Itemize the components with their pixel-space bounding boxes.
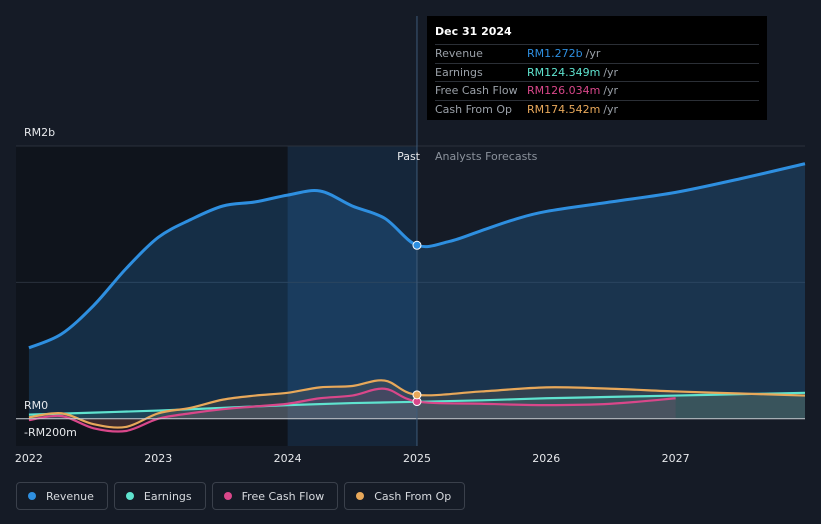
tooltip-markers xyxy=(412,240,422,407)
tooltip-row: Revenue RM1.272b/yr xyxy=(435,44,759,63)
tooltip-row: Earnings RM124.349m/yr xyxy=(435,62,759,82)
tooltip-row: Free Cash Flow RM126.034m/yr xyxy=(435,81,759,100)
tooltip-row-value: RM174.542m xyxy=(527,102,601,116)
tooltip-row-unit: /yr xyxy=(603,65,619,79)
legend-item-label: Cash From Op xyxy=(374,489,452,503)
tooltip-row-unit: /yr xyxy=(603,84,619,98)
cash-from-op-line xyxy=(28,379,806,429)
tooltip-row-value: RM126.034m xyxy=(527,84,601,98)
tooltip-row-unit: /yr xyxy=(585,47,601,61)
free-cash-flow-area xyxy=(28,388,676,432)
chart-canvas: RM2b RM0 -RM200m Past Analysts Forecasts… xyxy=(15,16,806,465)
past-label: Past xyxy=(397,150,421,163)
revenue-marker xyxy=(412,240,422,250)
legend-dot-icon xyxy=(125,492,134,500)
x-axis-ticks: 2022 2023 2024 2025 2026 2027 xyxy=(15,452,690,465)
y-axis-label-zero: RM0 xyxy=(24,399,48,412)
x-tick-label: 2024 xyxy=(274,452,302,465)
tooltip-row-label: Earnings xyxy=(435,65,483,79)
y-axis-label-top: RM2b xyxy=(24,126,55,139)
x-tick-label: 2026 xyxy=(532,452,560,465)
legend-item-label: Free Cash Flow xyxy=(241,489,325,503)
legend-item-earnings[interactable]: Earnings xyxy=(113,482,206,510)
free-cash-flow-line xyxy=(28,387,676,433)
legend-item-free-cash-flow[interactable]: Free Cash Flow xyxy=(211,482,339,510)
x-tick-label: 2022 xyxy=(15,452,43,465)
x-tick-label: 2023 xyxy=(144,452,172,465)
legend-item-label: Earnings xyxy=(143,489,192,503)
tooltip-row-label: Free Cash Flow xyxy=(435,84,518,98)
cash-from-op-marker xyxy=(412,390,422,400)
tooltip: Dec 31 2024 Revenue RM1.272b/yr Earnings RM… xyxy=(427,16,767,120)
tooltip-rows: Revenue RM1.272b/yr Earnings RM124.349m/yr F… xyxy=(435,44,759,118)
series-lines xyxy=(28,162,806,433)
tooltip-row-value: RM124.349m xyxy=(527,65,601,79)
forecast-label: Analysts Forecasts xyxy=(435,150,538,163)
legend-item-revenue[interactable]: Revenue xyxy=(16,482,108,510)
legend: Revenue Earnings Free Cash Flow Cash From O… xyxy=(16,482,466,510)
tooltip-row: Cash From Op RM174.542m/yr xyxy=(435,99,759,119)
y-axis-label-negative: -RM200m xyxy=(24,426,77,439)
revenue-line xyxy=(28,162,806,350)
tooltip-date: Dec 31 2024 xyxy=(435,25,512,38)
legend-item-label: Revenue xyxy=(46,489,94,503)
tooltip-row-label: Revenue xyxy=(435,47,483,61)
gridlines xyxy=(16,145,805,283)
legend-dot-icon xyxy=(356,492,365,500)
tooltip-row-value: RM1.272b xyxy=(527,47,583,61)
legend-dot-icon xyxy=(223,492,232,500)
legend-dot-icon xyxy=(28,492,36,500)
tooltip-row-label: Cash From Op xyxy=(435,102,513,116)
x-tick-label: 2027 xyxy=(662,452,690,465)
tooltip-row-unit: /yr xyxy=(603,102,619,116)
x-tick-label: 2025 xyxy=(403,452,431,465)
legend-item-cash-from-op[interactable]: Cash From Op xyxy=(344,482,466,510)
